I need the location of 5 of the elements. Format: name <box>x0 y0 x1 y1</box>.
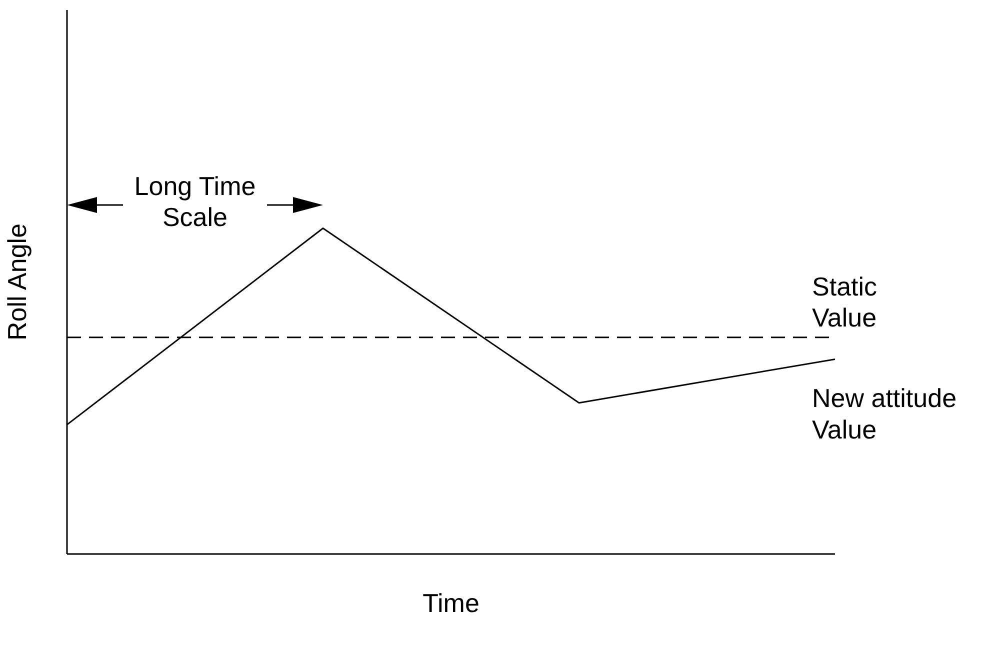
annotation: Long Time Scale <box>134 171 256 232</box>
x-axis-title: Time <box>422 588 480 618</box>
series-label: New attitude Value <box>812 383 957 444</box>
ref-line-label: Static Value <box>812 271 878 333</box>
y-axis-title: Roll Angle <box>2 223 32 341</box>
